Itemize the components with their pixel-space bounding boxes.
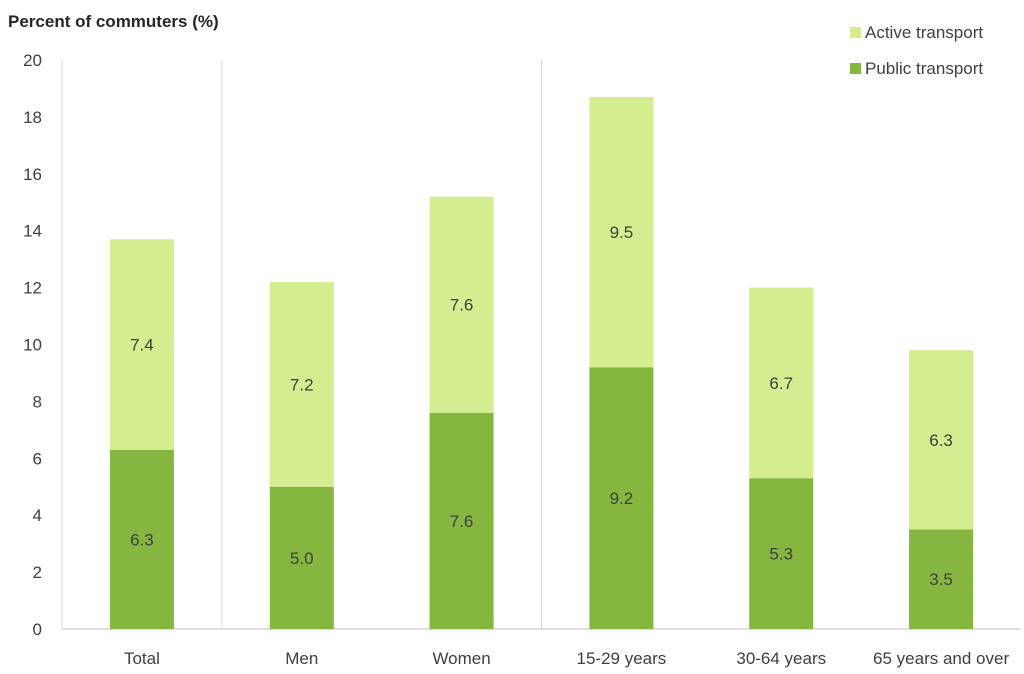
- bar-active-transport: [749, 287, 814, 479]
- bar-public-transport: [109, 449, 174, 629]
- legend-label: Public transport: [865, 59, 983, 78]
- bar-public-transport: [749, 478, 814, 629]
- y-tick-label: 10: [23, 336, 42, 355]
- y-tick-label: 12: [23, 279, 42, 298]
- data-label: 7.6: [450, 296, 474, 315]
- x-tick-label: 65 years and over: [873, 649, 1009, 668]
- axes: 0 2 4 6 8 10 12 14 16 18 20 Total Men Women 15-29 year…: [23, 51, 1021, 668]
- data-label: 7.6: [450, 512, 474, 531]
- legend-label: Active transport: [865, 23, 983, 42]
- data-label: 9.2: [610, 489, 634, 508]
- y-tick-label: 2: [33, 563, 42, 582]
- y-tick-label: 8: [33, 392, 42, 411]
- y-tick-label: 0: [33, 620, 42, 639]
- data-label: 5.3: [769, 545, 793, 564]
- y-tick-label: 16: [23, 165, 42, 184]
- bar-active-transport: [429, 196, 494, 413]
- y-tick-label: 18: [23, 108, 42, 127]
- y-tick-label: 20: [23, 51, 42, 70]
- data-label: 5.0: [290, 549, 314, 568]
- bar-public-transport: [269, 486, 334, 629]
- bars: [109, 96, 974, 629]
- data-label: 6.3: [929, 431, 953, 450]
- data-labels: 6.3 7.4 5.0 7.2 7.6 7.6 9.2 9.5 5.3 6.7 3.5 6.3: [130, 223, 953, 589]
- x-tick-label: 30-64 years: [736, 649, 826, 668]
- x-tick-label: Total: [124, 649, 160, 668]
- y-tick-label: 4: [33, 506, 42, 525]
- data-label: 6.3: [130, 530, 154, 549]
- bar-public-transport: [589, 367, 654, 629]
- bar-active-transport: [589, 96, 654, 368]
- legend-swatch: [850, 27, 861, 38]
- y-tick-label: 6: [33, 449, 42, 468]
- data-label: 6.7: [769, 374, 793, 393]
- bar-active-transport: [909, 350, 974, 530]
- legend-swatch: [850, 63, 861, 74]
- data-label: 7.2: [290, 375, 314, 394]
- x-tick-label: Men: [285, 649, 318, 668]
- y-axis-title: Percent of commuters (%): [8, 12, 219, 31]
- data-label: 7.4: [130, 336, 154, 355]
- x-tick-label: Women: [432, 649, 490, 668]
- bar-active-transport: [269, 281, 334, 487]
- bar-active-transport: [109, 239, 174, 450]
- data-label: 3.5: [929, 570, 953, 589]
- bar-public-transport: [429, 412, 494, 629]
- data-label: 9.5: [610, 223, 634, 242]
- legend: Active transport Public transport: [850, 23, 983, 78]
- y-tick-label: 14: [23, 222, 42, 241]
- bar-public-transport: [909, 529, 974, 629]
- x-tick-label: 15-29 years: [577, 649, 667, 668]
